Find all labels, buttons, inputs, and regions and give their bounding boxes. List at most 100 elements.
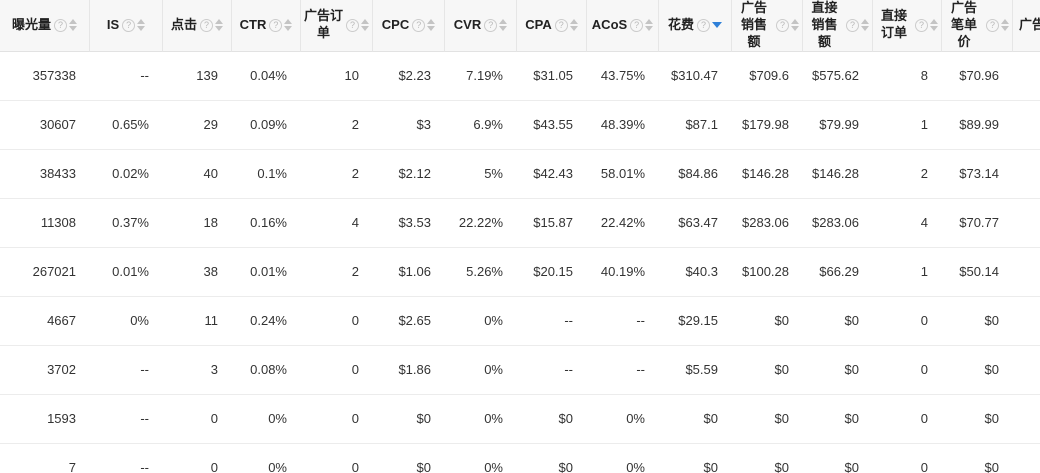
sort-asc-icon [427,19,436,25]
column-header-inner: 广告销售额? [735,0,799,51]
table-body: 357338 -- 139 0.04% 10 $2.23 7.19% $31.05 43.75%… [0,51,1040,473]
column-header-inner: 曝光量? [3,17,86,34]
cell-truncated [1013,100,1040,150]
table-row: 1593 -- 0 0% 0 $0 0% $0 0% $0 $0 $0 0 $0 [0,394,1040,444]
cell-direct-sales: $66.29 [803,247,873,297]
cell-cvr: 22.22% [445,198,517,248]
column-header-inner: 广告笔单价? [945,0,1009,51]
column-label: CVR [453,16,482,32]
cell-is: 0.37% [90,198,163,248]
sort-icons[interactable] [1001,19,1009,32]
column-header-clicks[interactable]: 点击? [163,0,232,52]
help-icon[interactable]: ? [484,18,498,32]
cell-clicks: 29 [163,100,232,150]
help-icon[interactable]: ? [846,18,859,32]
cell-acos: 0% [587,394,659,444]
column-label: 点击 [170,16,197,32]
cell-cpa: $0 [517,443,587,473]
help-icon[interactable]: ? [986,18,999,32]
cell-ctr: 0.08% [232,345,301,395]
column-header-cvr[interactable]: CVR? [445,0,517,52]
sort-icons[interactable] [69,19,77,32]
cell-ad-aov: $73.14 [942,149,1013,199]
help-icon[interactable]: ? [554,18,568,32]
column-icons: ? [412,18,436,32]
cell-spend: $63.47 [659,198,732,248]
column-header-cpa[interactable]: CPA? [517,0,587,52]
cell-ad-aov: $0 [942,394,1013,444]
cell-cpc: $0 [373,443,445,473]
help-icon[interactable]: ? [269,18,283,32]
cell-truncated [1013,443,1040,473]
cell-is: -- [90,345,163,395]
help-icon[interactable]: ? [776,18,789,32]
column-header-direct-sales[interactable]: 直接销售额? [803,0,873,52]
cell-ad-sales: $146.28 [732,149,803,199]
sort-icons[interactable] [499,19,508,32]
help-icon[interactable]: ? [915,18,928,32]
sort-asc-icon [930,19,938,25]
column-icons: ? [269,18,293,32]
sort-icons[interactable] [791,19,799,32]
sort-icons[interactable] [427,19,436,32]
column-header-ad-orders[interactable]: 广告订单? [301,0,373,52]
help-icon[interactable]: ? [54,18,67,32]
sort-icons[interactable] [569,19,578,32]
help-icon[interactable]: ? [200,18,213,32]
cell-impressions: 38433 [0,149,90,199]
cell-impressions: 1593 [0,394,90,444]
sort-asc-icon [69,19,77,25]
help-icon[interactable]: ? [630,18,644,32]
column-header-inner: 花费? [662,17,728,34]
cell-ad-aov: $50.14 [942,247,1013,297]
column-header-inner: 点击? [166,17,228,34]
cell-clicks: 139 [163,51,232,101]
sort-icons[interactable] [284,19,293,32]
help-icon[interactable]: ? [697,18,710,32]
cell-acos: 58.01% [587,149,659,199]
column-header-impressions[interactable]: 曝光量? [0,0,90,52]
column-header-truncated[interactable]: 广告? [1013,0,1040,52]
sort-icons[interactable] [645,19,654,32]
help-icon[interactable]: ? [412,18,426,32]
sort-icons[interactable] [861,19,869,32]
cell-cpa: $15.87 [517,198,587,248]
sort-icons[interactable] [215,19,223,32]
cell-truncated [1013,149,1040,199]
column-header-cpc[interactable]: CPC? [373,0,445,52]
column-header-ad-sales[interactable]: 广告销售额? [732,0,803,52]
column-header-is[interactable]: IS? [90,0,163,52]
column-header-ad-aov[interactable]: 广告笔单价? [942,0,1013,52]
sort-icons[interactable] [137,19,146,32]
cell-direct-sales: $575.62 [803,51,873,101]
cell-cvr: 5.26% [445,247,517,297]
help-icon[interactable]: ? [346,18,359,32]
cell-direct-sales: $0 [803,296,873,346]
column-header-direct-orders[interactable]: 直接订单? [873,0,942,52]
cell-ad-sales: $0 [732,394,803,444]
sort-icons[interactable] [930,19,938,32]
table-row: 11308 0.37% 18 0.16% 4 $3.53 22.22% $15.87 22.42… [0,198,1040,248]
help-icon[interactable]: ? [122,18,136,32]
cell-cvr: 0% [445,345,517,395]
sort-desc-icon [284,26,293,32]
column-icons: ? [697,18,722,32]
sort-icons[interactable] [361,19,369,32]
column-icons: ? [776,18,799,32]
column-label: 广告笔单价 [950,0,977,49]
column-header-ctr[interactable]: CTR? [232,0,301,52]
cell-acos: 0% [587,443,659,473]
cell-ad-orders: 10 [301,51,373,101]
cell-ctr: 0.16% [232,198,301,248]
column-header-acos[interactable]: ACoS? [587,0,659,52]
cell-direct-orders: 1 [873,100,942,150]
cell-ad-orders: 0 [301,443,373,473]
cell-ad-aov: $89.99 [942,100,1013,150]
column-header-spend[interactable]: 花费? [659,0,732,52]
cell-ctr: 0.24% [232,296,301,346]
sort-desc-active-icon[interactable] [712,22,722,29]
cell-truncated [1013,394,1040,444]
cell-truncated [1013,51,1040,101]
sort-desc-icon [569,26,578,32]
sort-desc-icon [427,26,436,32]
